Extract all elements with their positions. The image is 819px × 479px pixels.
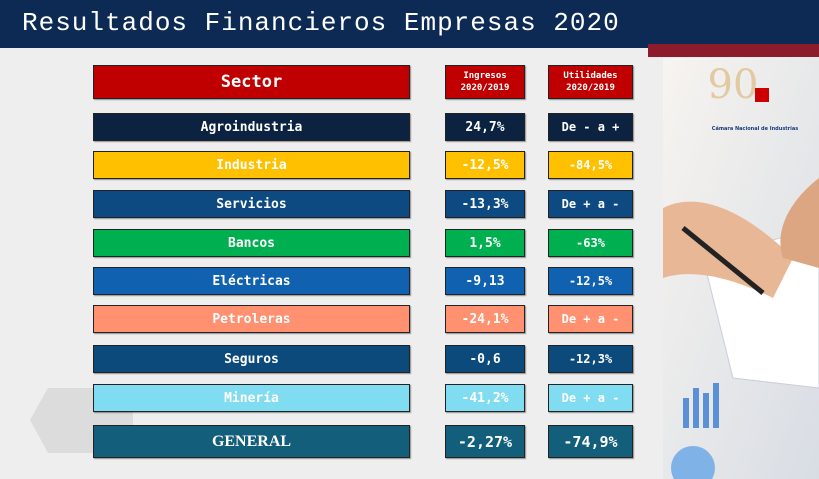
ingresos-cell: -9,13 [445,267,525,295]
utilidades-cell: -84,5% [548,151,633,179]
sector-cell: Seguros [93,345,410,373]
sector-cell: GENERAL [93,425,410,458]
utilidades-cell: -63% [548,229,633,257]
ingresos-cell: 1,5% [445,229,525,257]
logo-caption: Cámara Nacional de Industrias [712,125,798,132]
ingresos-cell: -41,2% [445,384,525,412]
accent-strip [648,44,819,57]
utilidades-cell: -12,5% [548,267,633,295]
ingresos-cell: -13,3% [445,190,525,218]
utilidades-cell: De + a - [548,384,633,412]
utilidades-cell: De - a + [548,113,633,141]
ingresos-cell: -24,1% [445,305,525,333]
title: Resultados Financieros Empresas 2020 [22,8,620,38]
column-header: Ingresos 2020/2019 [445,65,525,99]
sector-cell: Petroleras [93,305,410,333]
column-header: Utilidades 2020/2019 [548,65,633,99]
sector-cell: Agroindustria [93,113,410,141]
sector-cell: Industria [93,151,410,179]
ingresos-cell: -0,6 [445,345,525,373]
ingresos-cell: -2,27% [445,425,525,458]
sector-cell: Servicios [93,190,410,218]
utilidades-cell: -12,3% [548,345,633,373]
ingresos-cell: 24,7% [445,113,525,141]
sector-cell: Eléctricas [93,267,410,295]
sector-cell: Bancos [93,229,410,257]
sector-cell: Minería [93,384,410,412]
utilidades-cell: De + a - [548,190,633,218]
utilidades-cell: -74,9% [548,425,633,458]
column-header: Sector [93,65,410,99]
logo-mark [755,88,769,102]
title-bar [0,0,819,48]
ingresos-cell: -12,5% [445,151,525,179]
photo: 90 Cámara Nacional de Industrias [663,58,819,479]
utilidades-cell: De + a - [548,305,633,333]
logo-number: 90 [708,62,759,108]
